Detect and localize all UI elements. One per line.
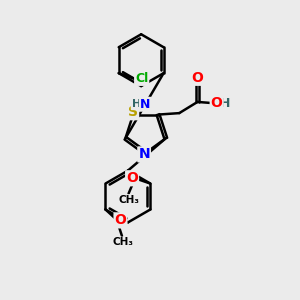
Text: S: S [128, 105, 138, 119]
Text: H: H [132, 99, 141, 109]
Text: H: H [220, 97, 230, 110]
Text: CH₃: CH₃ [118, 195, 139, 205]
Text: N: N [140, 98, 150, 111]
Text: CH₃: CH₃ [113, 238, 134, 248]
Text: O: O [126, 171, 138, 185]
Text: O: O [211, 96, 223, 110]
Text: O: O [192, 71, 203, 85]
Text: Cl: Cl [135, 72, 148, 85]
Text: O: O [115, 213, 126, 227]
Text: N: N [138, 147, 150, 161]
